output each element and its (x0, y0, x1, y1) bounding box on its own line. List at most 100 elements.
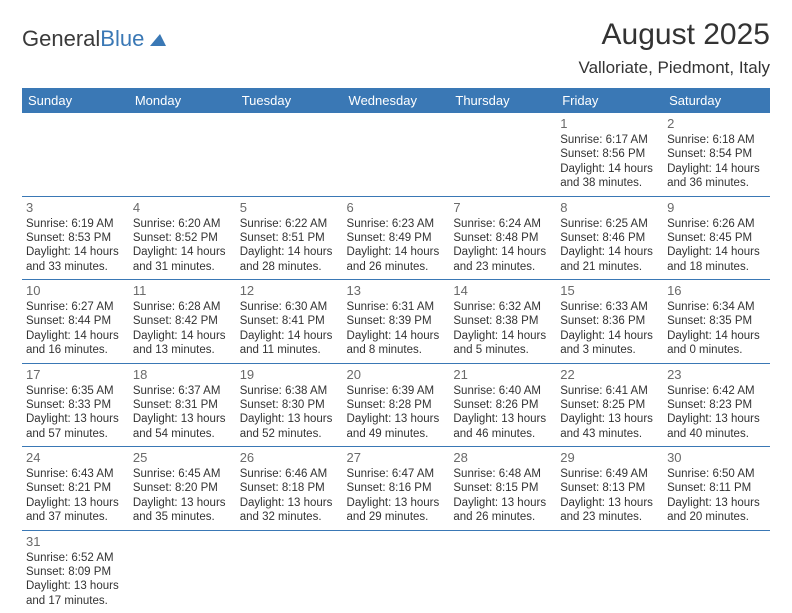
sunrise-text: Sunrise: 6:18 AM (667, 133, 766, 147)
calendar-day-cell: 6Sunrise: 6:23 AMSunset: 8:49 PMDaylight… (343, 196, 450, 280)
daylight-text: Daylight: 13 hours and 20 minutes. (667, 496, 766, 525)
calendar-empty-cell (236, 113, 343, 196)
calendar-day-cell: 25 Sunrise: 6:45 AMSunset: 8:20 PMDayligh… (129, 447, 236, 531)
sunrise-text: Sunrise: 6:50 AM (667, 467, 766, 481)
calendar-empty-cell (236, 530, 343, 613)
calendar-day-cell: 5Sunrise: 6:22 AMSunset: 8:51 PMDaylight… (236, 196, 343, 280)
sunrise-text: Sunrise: 6:31 AM (347, 300, 446, 314)
sunrise-text: Sunrise: 6:28 AM (133, 300, 232, 314)
weekday-header: Monday (129, 88, 236, 113)
daylight-text: Daylight: 14 hours and 16 minutes. (26, 329, 125, 358)
sunrise-text: Sunrise: 6:19 AM (26, 217, 125, 231)
sunrise-text: Sunrise: 6:38 AM (240, 384, 339, 398)
daylight-text: Daylight: 14 hours and 38 minutes. (560, 162, 659, 191)
sunset-text: Sunset: 8:35 PM (667, 314, 766, 328)
day-number: 20 (347, 367, 446, 382)
sunset-text: Sunset: 8:26 PM (453, 398, 552, 412)
daylight-text: Daylight: 14 hours and 23 minutes. (453, 245, 552, 274)
sunset-text: Sunset: 8:31 PM (133, 398, 232, 412)
sunset-text: Sunset: 8:52 PM (133, 231, 232, 245)
calendar-day-cell: 12Sunrise: 6:30 AMSunset: 8:41 PMDayligh… (236, 280, 343, 364)
calendar-table: SundayMondayTuesdayWednesdayThursdayFrid… (22, 88, 770, 613)
daylight-text: Daylight: 14 hours and 18 minutes. (667, 245, 766, 274)
day-number: 3 (26, 200, 125, 215)
sunrise-text: Sunrise: 6:35 AM (26, 384, 125, 398)
sunset-text: Sunset: 8:41 PM (240, 314, 339, 328)
sunset-text: Sunset: 8:20 PM (133, 481, 232, 495)
day-number: 24 (26, 450, 125, 465)
day-number: 10 (26, 283, 125, 298)
day-number: 25 (133, 450, 232, 465)
calendar-empty-cell (129, 530, 236, 613)
logo: GeneralBlue (22, 26, 168, 52)
sunset-text: Sunset: 8:56 PM (560, 147, 659, 161)
sunset-text: Sunset: 8:48 PM (453, 231, 552, 245)
daylight-text: Daylight: 13 hours and 29 minutes. (347, 496, 446, 525)
calendar-week-row: 1Sunrise: 6:17 AMSunset: 8:56 PMDaylight… (22, 113, 770, 196)
calendar-day-cell: 7 Sunrise: 6:24 AMSunset: 8:48 PMDaylight… (449, 196, 556, 280)
calendar-empty-cell (343, 113, 450, 196)
day-number: 17 (26, 367, 125, 382)
day-number: 26 (240, 450, 339, 465)
calendar-day-cell: 10Sunrise: 6:27 AMSunset: 8:44 PMDayligh… (22, 280, 129, 364)
daylight-text: Daylight: 13 hours and 37 minutes. (26, 496, 125, 525)
calendar-week-row: 10Sunrise: 6:27 AMSunset: 8:44 PMDayligh… (22, 280, 770, 364)
sunrise-text: Sunrise: 6:30 AM (240, 300, 339, 314)
sunrise-text: Sunrise: 6:26 AM (667, 217, 766, 231)
weekday-header: Friday (556, 88, 663, 113)
calendar-day-cell: 2Sunrise: 6:18 AMSunset: 8:54 PMDaylight… (663, 113, 770, 196)
logo-sail-icon (144, 26, 168, 52)
calendar-empty-cell (663, 530, 770, 613)
calendar-day-cell: 29Sunrise: 6:49 AMSunset: 8:13 PMDayligh… (556, 447, 663, 531)
day-number: 9 (667, 200, 766, 215)
calendar-day-cell: 21Sunrise: 6:40 AMSunset: 8:26 PMDayligh… (449, 363, 556, 447)
calendar-day-cell: 20Sunrise: 6:39 AMSunset: 8:28 PMDayligh… (343, 363, 450, 447)
daylight-text: Daylight: 13 hours and 35 minutes. (133, 496, 232, 525)
daylight-text: Daylight: 13 hours and 49 minutes. (347, 412, 446, 441)
day-number: 6 (347, 200, 446, 215)
sunrise-text: Sunrise: 6:32 AM (453, 300, 552, 314)
sunset-text: Sunset: 8:25 PM (560, 398, 659, 412)
calendar-day-cell: 8Sunrise: 6:25 AMSunset: 8:46 PMDaylight… (556, 196, 663, 280)
sunrise-text: Sunrise: 6:27 AM (26, 300, 125, 314)
logo-text-dark: General (22, 26, 100, 52)
daylight-text: Daylight: 13 hours and 23 minutes. (560, 496, 659, 525)
sunset-text: Sunset: 8:16 PM (347, 481, 446, 495)
weekday-header: Saturday (663, 88, 770, 113)
calendar-week-row: 24Sunrise: 6:43 AMSunset: 8:21 PMDayligh… (22, 447, 770, 531)
sunset-text: Sunset: 8:39 PM (347, 314, 446, 328)
day-number: 14 (453, 283, 552, 298)
calendar-day-cell: 28Sunrise: 6:48 AMSunset: 8:15 PMDayligh… (449, 447, 556, 531)
title-block: August 2025 Valloriate, Piedmont, Italy (579, 18, 771, 78)
day-number: 29 (560, 450, 659, 465)
daylight-text: Daylight: 14 hours and 8 minutes. (347, 329, 446, 358)
sunrise-text: Sunrise: 6:40 AM (453, 384, 552, 398)
daylight-text: Daylight: 13 hours and 32 minutes. (240, 496, 339, 525)
day-number: 22 (560, 367, 659, 382)
sunrise-text: Sunrise: 6:45 AM (133, 467, 232, 481)
calendar-day-cell: 22Sunrise: 6:41 AMSunset: 8:25 PMDayligh… (556, 363, 663, 447)
sunrise-text: Sunrise: 6:48 AM (453, 467, 552, 481)
day-number: 7 (453, 200, 552, 215)
sunrise-text: Sunrise: 6:49 AM (560, 467, 659, 481)
sunrise-text: Sunrise: 6:37 AM (133, 384, 232, 398)
weekday-header: Sunday (22, 88, 129, 113)
calendar-day-cell: 27 Sunrise: 6:47 AMSunset: 8:16 PMDayligh… (343, 447, 450, 531)
sunrise-text: Sunrise: 6:52 AM (26, 551, 125, 565)
calendar-week-row: 3Sunrise: 6:19 AMSunset: 8:53 PMDaylight… (22, 196, 770, 280)
calendar-empty-cell (449, 530, 556, 613)
daylight-text: Daylight: 14 hours and 26 minutes. (347, 245, 446, 274)
calendar-body: 1Sunrise: 6:17 AMSunset: 8:56 PMDaylight… (22, 113, 770, 613)
day-number: 27 (347, 450, 446, 465)
daylight-text: Daylight: 14 hours and 0 minutes. (667, 329, 766, 358)
day-number: 5 (240, 200, 339, 215)
daylight-text: Daylight: 14 hours and 36 minutes. (667, 162, 766, 191)
day-number: 16 (667, 283, 766, 298)
sunrise-text: Sunrise: 6:47 AM (347, 467, 446, 481)
weekday-header: Tuesday (236, 88, 343, 113)
day-number: 8 (560, 200, 659, 215)
daylight-text: Daylight: 13 hours and 52 minutes. (240, 412, 339, 441)
daylight-text: Daylight: 14 hours and 3 minutes. (560, 329, 659, 358)
sunrise-text: Sunrise: 6:24 AM (453, 217, 552, 231)
calendar-day-cell: 4Sunrise: 6:20 AMSunset: 8:52 PMDaylight… (129, 196, 236, 280)
